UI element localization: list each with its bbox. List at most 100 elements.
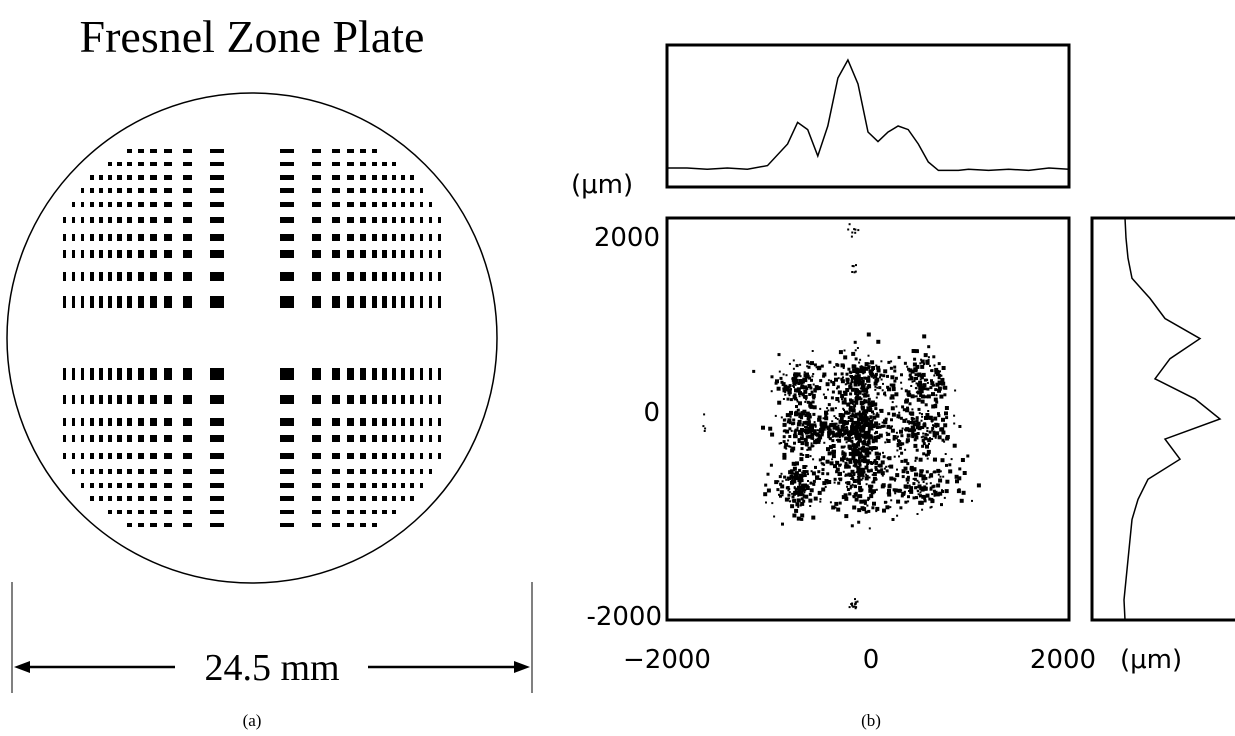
zone-segment xyxy=(332,217,340,223)
scatter-point xyxy=(854,375,858,378)
scatter-point xyxy=(853,484,857,488)
scatter-point xyxy=(869,494,874,499)
scatter-point xyxy=(857,422,862,427)
scatter-point xyxy=(900,459,904,463)
zone-segment xyxy=(90,418,94,426)
scatter-point xyxy=(842,407,845,410)
zone-segment xyxy=(63,435,66,442)
zone-segment xyxy=(164,435,172,442)
zone-segment xyxy=(420,234,423,241)
zone-segment xyxy=(347,296,354,308)
zone-segment xyxy=(90,202,94,207)
scatter-point xyxy=(800,416,803,420)
scatter-point xyxy=(842,390,846,394)
zone-segment xyxy=(127,149,132,153)
scatter-point xyxy=(906,365,909,368)
scatter-point xyxy=(862,370,866,374)
scatter-point xyxy=(851,451,856,456)
scatter-point xyxy=(887,360,891,364)
scatter-point xyxy=(820,364,824,368)
scatter-point xyxy=(875,506,880,511)
scatter-point xyxy=(915,448,919,452)
scatter-point xyxy=(906,408,910,412)
zone-segment xyxy=(138,453,144,459)
scatter-point xyxy=(944,406,949,410)
scatter-point xyxy=(932,430,936,434)
scatter-point xyxy=(768,426,773,431)
scatter-point xyxy=(945,463,948,467)
scatter-point xyxy=(861,384,866,389)
scatter-point xyxy=(835,460,838,463)
scatter-point xyxy=(926,394,931,399)
beam-image-scatter xyxy=(702,223,981,610)
scatter-point xyxy=(931,493,934,496)
scatter-point xyxy=(862,433,867,438)
scatter-point xyxy=(913,368,918,373)
scatter-point xyxy=(926,452,930,456)
scatter-point xyxy=(831,444,836,448)
zone-segment xyxy=(210,368,224,380)
scatter-point xyxy=(865,390,869,394)
scatter-point xyxy=(791,378,795,382)
scatter-point xyxy=(920,364,925,369)
scatter-point xyxy=(777,400,782,405)
scatter-point xyxy=(894,392,898,396)
zone-segment xyxy=(372,202,377,207)
zone-segment xyxy=(210,272,224,281)
scatter-point xyxy=(866,394,870,398)
scatter-point xyxy=(897,355,901,359)
scatter-point xyxy=(799,430,803,435)
scatter-point xyxy=(869,461,873,464)
scatter-point xyxy=(914,472,918,477)
scatter-point xyxy=(910,394,915,399)
scatter-point xyxy=(827,409,830,412)
zone-segment xyxy=(372,418,377,426)
scatter-point xyxy=(903,484,908,489)
scatter-point xyxy=(793,397,797,401)
zone-segment xyxy=(280,469,294,474)
zone-segment xyxy=(420,202,423,207)
scatter-point xyxy=(866,440,871,445)
scatter-point xyxy=(800,503,803,506)
scatter-point xyxy=(899,429,903,434)
zone-segment xyxy=(117,234,122,241)
scatter-point xyxy=(875,396,878,399)
scatter-point xyxy=(870,468,873,471)
zone-segment xyxy=(210,483,224,488)
scatter-point xyxy=(804,471,807,474)
zone-segment xyxy=(280,453,294,459)
zone-segment xyxy=(332,523,340,527)
scatter-point xyxy=(894,492,897,495)
scatter-point xyxy=(864,450,869,455)
scatter-point xyxy=(905,418,908,421)
scatter-point xyxy=(843,409,845,411)
scatter-point xyxy=(916,486,918,489)
zone-segment xyxy=(360,272,366,281)
scatter-point xyxy=(861,406,865,410)
scatter-point xyxy=(854,378,857,381)
scatter-point xyxy=(794,428,797,431)
zone-segment xyxy=(392,272,396,281)
scatter-point xyxy=(847,367,851,371)
scatter-point xyxy=(914,459,917,462)
scatter-point xyxy=(869,420,874,425)
scatter-point xyxy=(897,489,900,492)
scatter-point xyxy=(871,440,875,444)
scatter-point xyxy=(836,363,840,367)
scatter-point xyxy=(796,400,799,403)
scatter-point xyxy=(864,383,867,386)
scatter-point xyxy=(796,490,801,495)
zone-segment xyxy=(280,296,294,308)
scatter-point xyxy=(939,470,942,473)
scatter-point xyxy=(783,429,787,433)
zone-segment xyxy=(183,272,192,281)
x-tick-label: 0 xyxy=(863,645,880,675)
zone-segment xyxy=(183,418,192,426)
scatter-point xyxy=(854,357,858,361)
scatter-point xyxy=(846,381,850,385)
scatter-point xyxy=(787,439,790,442)
scatter-point xyxy=(782,387,785,390)
scatter-point xyxy=(794,487,798,491)
scatter-point xyxy=(893,455,896,458)
scatter-point xyxy=(789,474,794,479)
